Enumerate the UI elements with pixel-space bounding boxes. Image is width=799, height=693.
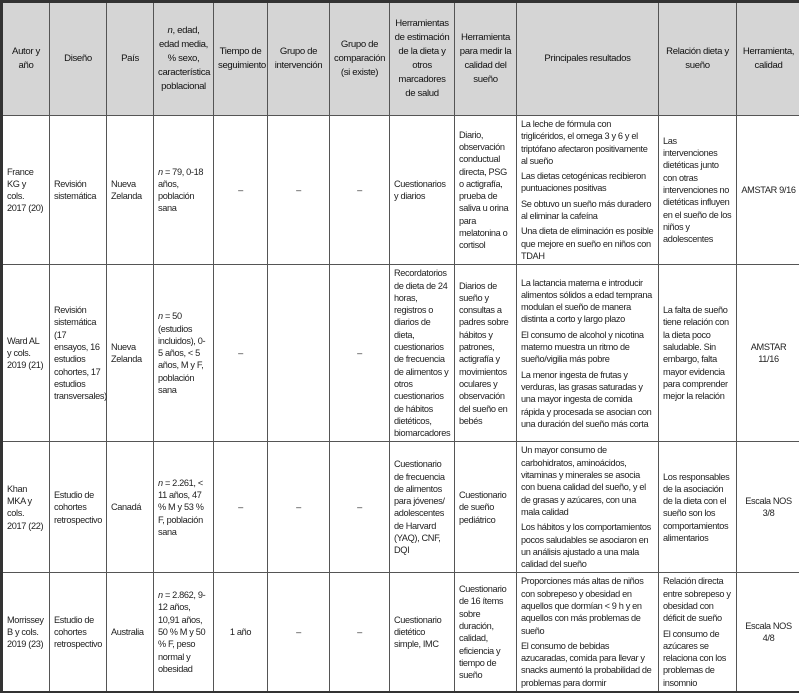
cell-poblacion: n = 79, 0-18 años, población sana — [154, 116, 214, 265]
cell-intervencion: – — [268, 116, 330, 265]
cell-poblacion: n = 2.261, < 11 años, 47 % M y 53 % F, p… — [154, 442, 214, 573]
cell-resultados: Proporciones más altas de niños con sobr… — [517, 573, 659, 692]
cell-tiempo: – — [214, 116, 268, 265]
cell-diseno: Estudio de cohortes retrospectivo — [50, 442, 107, 573]
relacion-item: Relación directa entre sobrepeso y obesi… — [663, 575, 732, 624]
cell-calidad: Escala NOS 3/8 — [737, 442, 799, 573]
cell-autor: Morrissey B y cols. 2019 (23) — [2, 573, 50, 692]
poblacion-text: = 2.261, < 11 años, 47 % M y 53 % F, pob… — [158, 478, 204, 537]
cell-herr-sueno: Diarios de sueño y consultas a padres so… — [455, 265, 517, 442]
cell-intervencion: – — [268, 442, 330, 573]
cell-comparacion: – — [330, 265, 390, 442]
table-row: Morrissey B y cols. 2019 (23)Estudio de … — [2, 573, 799, 692]
cell-autor: France KG y cols. 2017 (20) — [2, 116, 50, 265]
cell-herr-dieta: Cuestionarios y diarios — [390, 116, 455, 265]
cell-tiempo: – — [214, 442, 268, 573]
resultados-item: El consumo de alcohol y nicotina materno… — [521, 329, 654, 366]
table-row: Khan MKA y cols. 2017 (22)Estudio de coh… — [2, 442, 799, 573]
cell-resultados: Un mayor consumo de carbohidratos, amino… — [517, 442, 659, 573]
resultados-item: Proporciones más altas de niños con sobr… — [521, 575, 654, 636]
cell-relacion: La falta de sueño tiene relación con la … — [659, 265, 737, 442]
relacion-item: La falta de sueño tiene relación con la … — [663, 304, 732, 402]
cell-pais: Australia — [107, 573, 154, 692]
header-herr-dieta: Herramientas de estimación de la dieta y… — [390, 2, 455, 116]
cell-herr-dieta: Cuestionario de frecuencia de alimentos … — [390, 442, 455, 573]
cell-tiempo: – — [214, 265, 268, 442]
poblacion-text: = 50 (estudios incluidos), 0-5 años, < 5… — [158, 311, 205, 395]
header-intervencion: Grupo de intervención — [268, 2, 330, 116]
cell-resultados: La leche de fórmula con triglicéridos, e… — [517, 116, 659, 265]
relacion-item: Las intervenciones dietéticas junto con … — [663, 135, 732, 246]
cell-herr-sueno: Diario, observación conductual directa, … — [455, 116, 517, 265]
cell-herr-sueno: Cuestionario de 16 ítems sobre duración,… — [455, 573, 517, 692]
header-calidad: Herramienta, calidad — [737, 2, 799, 116]
cell-relacion: Las intervenciones dietéticas junto con … — [659, 116, 737, 265]
table-row: France KG y cols. 2017 (20)Revisión sist… — [2, 116, 799, 265]
cell-tiempo: 1 año — [214, 573, 268, 692]
cell-autor: Khan MKA y cols. 2017 (22) — [2, 442, 50, 573]
cell-pais: Canadá — [107, 442, 154, 573]
cell-pais: Nueva Zelanda — [107, 265, 154, 442]
resultados-item: El consumo de bebidas azucaradas, comida… — [521, 640, 654, 689]
cell-intervencion — [268, 265, 330, 442]
header-resultados: Principales resultados — [517, 2, 659, 116]
cell-poblacion: n = 50 (estudios incluidos), 0-5 años, <… — [154, 265, 214, 442]
cell-herr-dieta: Cuestionario dietético simple, IMC — [390, 573, 455, 692]
table-row: Ward AL y cols. 2019 (21)Revisión sistem… — [2, 265, 799, 442]
cell-autor: Ward AL y cols. 2019 (21) — [2, 265, 50, 442]
resultados-item: Se obtuvo un sueño más duradero al elimi… — [521, 198, 654, 223]
relacion-item: Los responsables de la asociación de la … — [663, 471, 732, 545]
header-comparacion: Grupo de comparación (si existe) — [330, 2, 390, 116]
cell-diseno: Estudio de cohortes retrospectivo — [50, 573, 107, 692]
cell-diseno: Revisión sistemática — [50, 116, 107, 265]
header-tiempo: Tiempo de seguimiento — [214, 2, 268, 116]
header-relacion: Relación dieta y sueño — [659, 2, 737, 116]
header-pais: País — [107, 2, 154, 116]
cell-calidad: Escala NOS 4/8 — [737, 573, 799, 692]
cell-resultados: La lactancia materna e introducir alimen… — [517, 265, 659, 442]
resultados-item: Los hábitos y los comportamientos pocos … — [521, 521, 654, 570]
poblacion-text: = 79, 0-18 años, población sana — [158, 167, 203, 214]
resultados-item: La menor ingesta de frutas y verduras, l… — [521, 369, 654, 430]
cell-intervencion: – — [268, 573, 330, 692]
cell-herr-dieta: Recordatorios de dieta de 24 horas, regi… — [390, 265, 455, 442]
header-herr-sueno: Herramienta para medir la calidad del su… — [455, 2, 517, 116]
cell-comparacion: – — [330, 116, 390, 265]
resultados-item: La leche de fórmula con triglicéridos, e… — [521, 118, 654, 167]
cell-relacion: Los responsables de la asociación de la … — [659, 442, 737, 573]
resultados-item: La lactancia materna e introducir alimen… — [521, 277, 654, 326]
header-poblacion: n, edad, edad media, % sexo, característ… — [154, 2, 214, 116]
header-autor: Autor y año — [2, 2, 50, 116]
header-diseno: Diseño — [50, 2, 107, 116]
cell-calidad: AMSTAR 9/16 — [737, 116, 799, 265]
resultados-item: Un mayor consumo de carbohidratos, amino… — [521, 444, 654, 518]
poblacion-text: = 2.862, 9-12 años, 10,91 años, 50 % M y… — [158, 590, 205, 674]
cell-diseno: Revisión sistemática (17 ensayos, 16 est… — [50, 265, 107, 442]
cell-herr-sueno: Cuestionario de sueño pediátrico — [455, 442, 517, 573]
header-row: Autor y año Diseño País n, edad, edad me… — [2, 2, 799, 116]
cell-pais: Nueva Zelanda — [107, 116, 154, 265]
cell-relacion: Relación directa entre sobrepeso y obesi… — [659, 573, 737, 692]
cell-calidad: AMSTAR 11/16 — [737, 265, 799, 442]
resultados-item: Una dieta de eliminación es posible que … — [521, 225, 654, 262]
cell-comparacion: – — [330, 573, 390, 692]
relacion-item: El consumo de azúcares se relaciona con … — [663, 628, 732, 689]
cell-comparacion: – — [330, 442, 390, 573]
cell-poblacion: n = 2.862, 9-12 años, 10,91 años, 50 % M… — [154, 573, 214, 692]
resultados-item: Las dietas cetogénicas recibieron puntua… — [521, 170, 654, 195]
